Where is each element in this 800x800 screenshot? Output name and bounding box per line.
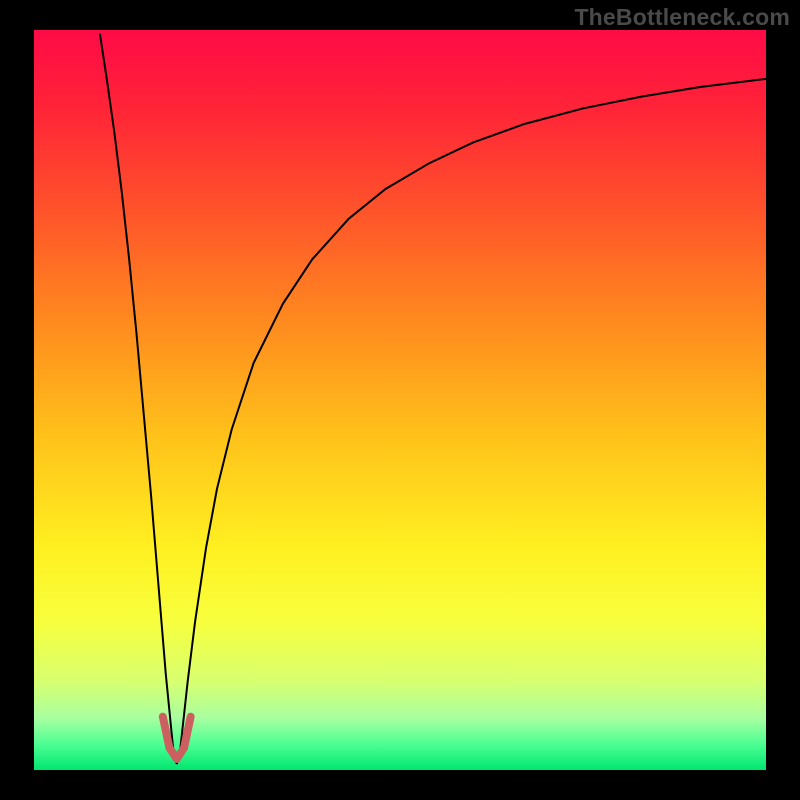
bottleneck-chart	[0, 0, 800, 800]
watermark-text: TheBottleneck.com	[574, 4, 790, 31]
plot-area	[34, 30, 766, 770]
